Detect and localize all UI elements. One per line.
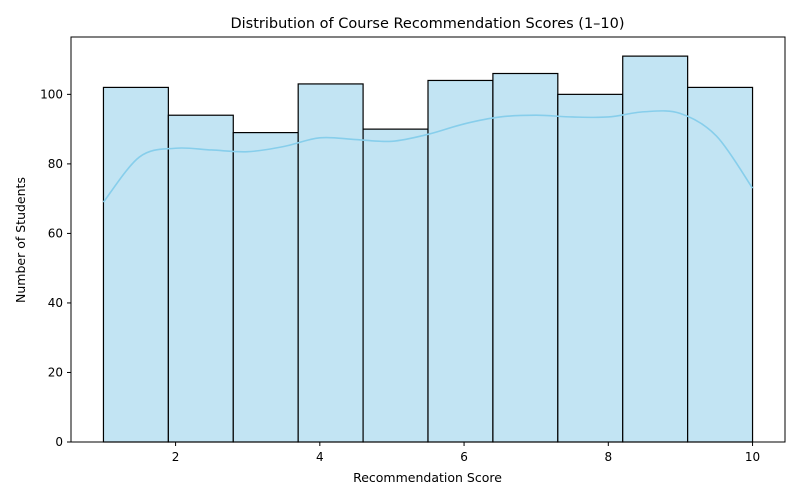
plot-frame xyxy=(70,36,786,443)
chart-title: Distribution of Course Recommendation Sc… xyxy=(230,16,624,32)
kde-curve xyxy=(102,110,754,203)
y-tick-label: 0 xyxy=(55,435,63,449)
y-tick-label: 60 xyxy=(48,226,63,240)
y-tick-label: 40 xyxy=(48,296,63,310)
x-tick-label: 2 xyxy=(172,450,180,464)
histogram-bar-2 xyxy=(167,114,234,443)
histogram-bar-10 xyxy=(687,86,754,443)
histogram-bar-9 xyxy=(622,55,689,443)
y-axis-label: Number of Students xyxy=(13,177,28,303)
histogram-bar-1 xyxy=(102,86,169,443)
x-tick-label: 10 xyxy=(745,450,760,464)
x-tick-label: 8 xyxy=(604,450,612,464)
histogram-bar-5 xyxy=(362,128,429,443)
histogram-bar-6 xyxy=(427,79,494,443)
y-tick-label: 20 xyxy=(48,365,63,379)
histogram-bar-3 xyxy=(232,132,299,443)
x-tick-label: 6 xyxy=(460,450,468,464)
y-tick-label: 100 xyxy=(40,87,63,101)
histogram-bar-8 xyxy=(557,93,624,443)
histogram-bar-7 xyxy=(492,72,559,443)
y-tick-label: 80 xyxy=(48,157,63,171)
x-tick-label: 4 xyxy=(316,450,324,464)
histogram-bar-4 xyxy=(297,83,364,443)
x-axis-label: Recommendation Score xyxy=(353,470,502,485)
